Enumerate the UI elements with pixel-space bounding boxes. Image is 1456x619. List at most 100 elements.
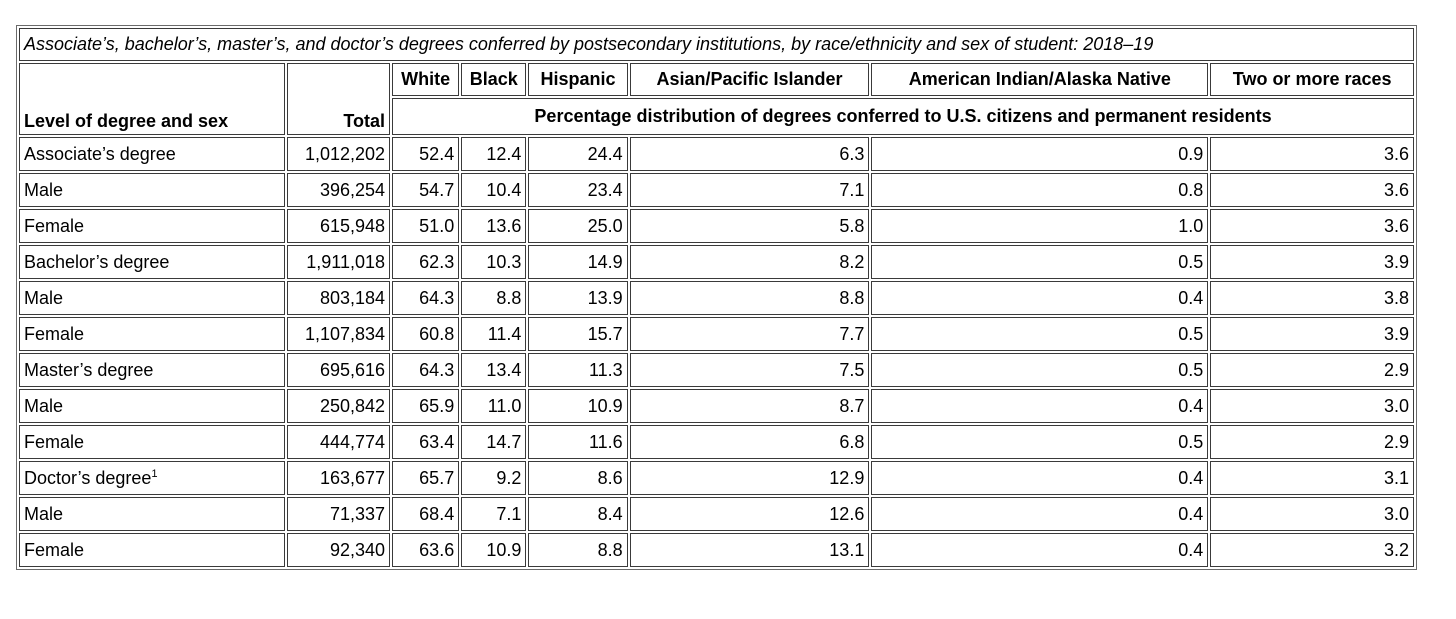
row-percentage-value: 8.6 — [528, 461, 628, 495]
row-total-value: 396,254 — [286, 173, 391, 207]
row-percentage-value: 64.3 — [392, 281, 460, 315]
row-percentage-value: 3.1 — [1210, 461, 1414, 495]
col-header-asian-pacific-islander: Asian/Pacific Islander — [629, 63, 870, 96]
row-percentage-value: 3.9 — [1210, 245, 1414, 279]
row-percentage-value: 13.9 — [528, 281, 628, 315]
row-percentage-value: 63.4 — [392, 425, 460, 459]
row-label: Female — [19, 425, 285, 459]
row-label: Bachelor’s degree — [19, 245, 285, 279]
row-percentage-value: 8.4 — [528, 497, 628, 531]
row-percentage-value: 0.4 — [871, 533, 1209, 567]
table-row: Bachelor’s degree 1,911,018 62.3 10.3 14.9 8.… — [19, 245, 1414, 279]
row-percentage-value: 0.5 — [871, 425, 1209, 459]
row-percentage-value: 52.4 — [392, 137, 460, 171]
row-percentage-value: 11.6 — [528, 425, 628, 459]
row-label: Male — [19, 389, 285, 423]
row-percentage-value: 3.8 — [1210, 281, 1414, 315]
row-percentage-value: 63.6 — [392, 533, 460, 567]
row-percentage-value: 7.1 — [461, 497, 527, 531]
row-label: Male — [19, 281, 285, 315]
row-percentage-value: 2.9 — [1210, 353, 1414, 387]
row-total-value: 1,107,834 — [286, 317, 391, 351]
table-row: Master’s degree 695,616 64.3 13.4 11.3 7.5 0.5… — [19, 353, 1414, 387]
col-header-hispanic: Hispanic — [528, 63, 628, 96]
row-percentage-value: 65.9 — [392, 389, 460, 423]
row-label: Master’s degree — [19, 353, 285, 387]
row-percentage-value: 8.8 — [629, 281, 870, 315]
table-row: Female 92,340 63.6 10.9 8.8 13.1 0.4 3.2 — [19, 533, 1414, 567]
row-percentage-value: 60.8 — [392, 317, 460, 351]
col-header-white: White — [392, 63, 460, 96]
table-row: Male 803,184 64.3 8.8 13.9 8.8 0.4 3.8 — [19, 281, 1414, 315]
row-percentage-value: 1.0 — [871, 209, 1209, 243]
table-row: Male 396,254 54.7 10.4 23.4 7.1 0.8 3.6 — [19, 173, 1414, 207]
row-percentage-value: 8.8 — [528, 533, 628, 567]
row-label: Male — [19, 173, 285, 207]
col-header-american-indian-alaska-native: American Indian/Alaska Native — [871, 63, 1209, 96]
row-percentage-value: 0.5 — [871, 353, 1209, 387]
row-percentage-value: 10.3 — [461, 245, 527, 279]
row-percentage-value: 0.9 — [871, 137, 1209, 171]
table-row: Female 1,107,834 60.8 11.4 15.7 7.7 0.5 3.9 — [19, 317, 1414, 351]
row-total-value: 615,948 — [286, 209, 391, 243]
row-total-value: 163,677 — [286, 461, 391, 495]
col-header-total: Total — [286, 63, 391, 135]
table-row: Male 71,337 68.4 7.1 8.4 12.6 0.4 3.0 — [19, 497, 1414, 531]
row-percentage-value: 12.4 — [461, 137, 527, 171]
row-label: Doctor’s degree1 — [19, 461, 285, 495]
row-percentage-value: 6.3 — [629, 137, 870, 171]
table-row: Female 444,774 63.4 14.7 11.6 6.8 0.5 2.9 — [19, 425, 1414, 459]
row-percentage-value: 0.5 — [871, 245, 1209, 279]
row-percentage-value: 51.0 — [392, 209, 460, 243]
row-percentage-value: 11.0 — [461, 389, 527, 423]
row-percentage-value: 0.8 — [871, 173, 1209, 207]
row-percentage-value: 3.6 — [1210, 209, 1414, 243]
row-percentage-value: 0.5 — [871, 317, 1209, 351]
table-title: Associate’s, bachelor’s, master’s, and d… — [19, 28, 1414, 61]
row-percentage-value: 23.4 — [528, 173, 628, 207]
row-percentage-value: 8.8 — [461, 281, 527, 315]
row-total-value: 444,774 — [286, 425, 391, 459]
row-percentage-value: 0.4 — [871, 281, 1209, 315]
header-row-percentage: Percentage distribution of degrees confe… — [19, 98, 1414, 135]
table-row: Female 615,948 51.0 13.6 25.0 5.8 1.0 3.6 — [19, 209, 1414, 243]
row-percentage-value: 24.4 — [528, 137, 628, 171]
row-percentage-value: 10.9 — [461, 533, 527, 567]
row-percentage-value: 54.7 — [392, 173, 460, 207]
row-label: Female — [19, 317, 285, 351]
row-percentage-value: 14.7 — [461, 425, 527, 459]
table-body: Associate’s degree 1,012,202 52.4 12.4 24.4 6… — [19, 137, 1414, 567]
row-percentage-value: 62.3 — [392, 245, 460, 279]
row-label: Male — [19, 497, 285, 531]
table-row: Male 250,842 65.9 11.0 10.9 8.7 0.4 3.0 — [19, 389, 1414, 423]
row-label: Associate’s degree — [19, 137, 285, 171]
row-percentage-value: 8.7 — [629, 389, 870, 423]
row-percentage-value: 13.1 — [629, 533, 870, 567]
row-percentage-value: 3.2 — [1210, 533, 1414, 567]
row-percentage-value: 10.9 — [528, 389, 628, 423]
row-percentage-value: 12.6 — [629, 497, 870, 531]
row-total-value: 695,616 — [286, 353, 391, 387]
row-percentage-value: 12.9 — [629, 461, 870, 495]
percentage-distribution-header: Percentage distribution of degrees confe… — [392, 98, 1414, 135]
row-percentage-value: 0.4 — [871, 497, 1209, 531]
degrees-conferred-table: Associate’s, bachelor’s, master’s, and d… — [16, 25, 1417, 570]
row-percentage-value: 14.9 — [528, 245, 628, 279]
row-percentage-value: 11.4 — [461, 317, 527, 351]
row-percentage-value: 13.6 — [461, 209, 527, 243]
row-total-value: 1,911,018 — [286, 245, 391, 279]
row-percentage-value: 2.9 — [1210, 425, 1414, 459]
row-percentage-value: 3.6 — [1210, 137, 1414, 171]
table-header: Associate’s, bachelor’s, master’s, and d… — [19, 28, 1414, 135]
row-total-value: 92,340 — [286, 533, 391, 567]
row-percentage-value: 13.4 — [461, 353, 527, 387]
row-percentage-value: 64.3 — [392, 353, 460, 387]
row-percentage-value: 7.1 — [629, 173, 870, 207]
row-percentage-value: 11.3 — [528, 353, 628, 387]
row-percentage-value: 3.6 — [1210, 173, 1414, 207]
row-percentage-value: 0.4 — [871, 461, 1209, 495]
row-total-value: 803,184 — [286, 281, 391, 315]
col-header-black: Black — [461, 63, 527, 96]
col-header-level-of-degree-and-sex: Level of degree and sex — [19, 63, 285, 135]
